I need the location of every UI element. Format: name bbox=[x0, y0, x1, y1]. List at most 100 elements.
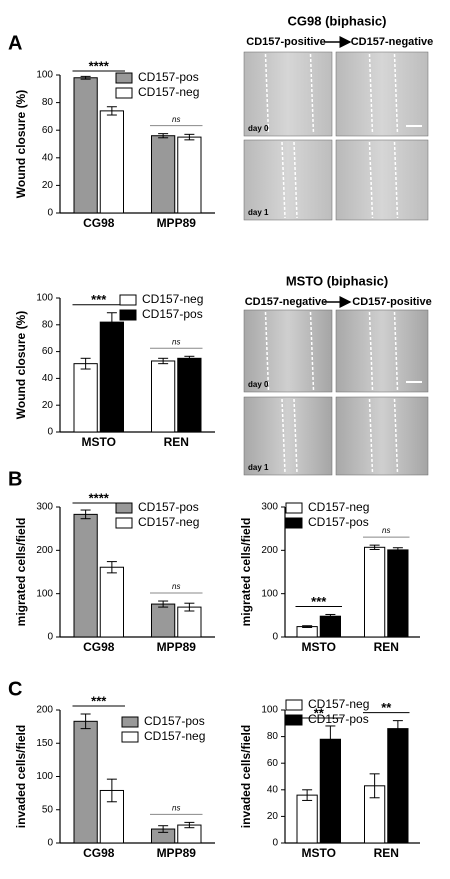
panel-letter: A bbox=[8, 32, 22, 54]
wound-edge bbox=[393, 311, 399, 391]
image-to: CD157-positive bbox=[352, 296, 431, 308]
legend-label: CD157-neg bbox=[308, 500, 369, 514]
legend-label: CD157-pos bbox=[142, 307, 203, 321]
wound-edge bbox=[393, 141, 399, 219]
legend-label: CD157-pos bbox=[308, 712, 369, 726]
y-tick-label: 80 bbox=[42, 97, 54, 108]
y-tick-label: 80 bbox=[42, 319, 54, 330]
image-to: CD157-negative bbox=[351, 36, 434, 48]
panel-letter: C bbox=[8, 678, 22, 700]
wound-edge bbox=[309, 53, 315, 135]
y-axis-label: migrated cells/field bbox=[14, 518, 28, 627]
x-tick-label: MPP89 bbox=[157, 640, 197, 654]
y-tick-label: 20 bbox=[267, 811, 279, 822]
bar bbox=[387, 728, 409, 844]
significance-label: *** bbox=[91, 292, 107, 307]
significance-label: **** bbox=[89, 58, 110, 73]
micrograph bbox=[243, 309, 333, 393]
legend-swatch bbox=[115, 72, 133, 84]
y-axis-label: Wound closure (%) bbox=[14, 311, 28, 419]
y-tick-label: 60 bbox=[42, 125, 54, 136]
y-tick-label: 0 bbox=[47, 208, 53, 219]
legend-label: CD157-pos bbox=[308, 515, 369, 529]
wound-edge bbox=[393, 398, 399, 474]
y-axis-label: migrated cells/field bbox=[239, 518, 253, 627]
y-tick-label: 0 bbox=[272, 632, 278, 643]
image-title: CG98 (biphasic) bbox=[288, 13, 387, 28]
bar bbox=[99, 321, 124, 433]
legend-swatch bbox=[285, 517, 303, 529]
bar bbox=[151, 360, 176, 433]
bar bbox=[177, 606, 202, 638]
micrograph bbox=[335, 396, 429, 476]
y-tick-label: 40 bbox=[267, 784, 279, 795]
legend-swatch bbox=[115, 502, 133, 514]
legend-label: CD157-pos bbox=[138, 500, 199, 514]
y-tick-label: 50 bbox=[42, 804, 54, 815]
x-tick-label: CG98 bbox=[83, 216, 115, 230]
significance-label: **** bbox=[89, 490, 110, 505]
significance-label: *** bbox=[91, 693, 107, 708]
image-title: MSTO (biphasic) bbox=[286, 273, 388, 288]
day-label: day 0 bbox=[248, 380, 269, 389]
x-tick-label: REN bbox=[164, 435, 189, 449]
legend-swatch bbox=[115, 87, 133, 99]
y-tick-label: 0 bbox=[47, 632, 53, 643]
y-tick-label: 0 bbox=[272, 838, 278, 849]
significance-label: ** bbox=[314, 705, 325, 720]
wound-edge bbox=[264, 311, 270, 391]
significance-label: ** bbox=[381, 700, 392, 715]
y-tick-label: 60 bbox=[267, 758, 279, 769]
day-label: day 1 bbox=[248, 463, 269, 472]
y-axis-label: invaded cells/field bbox=[239, 725, 253, 828]
micrograph bbox=[335, 139, 429, 221]
x-tick-label: MPP89 bbox=[157, 216, 197, 230]
x-tick-label: CG98 bbox=[83, 846, 115, 860]
x-tick-label: REN bbox=[374, 846, 399, 860]
day-label: day 0 bbox=[248, 124, 269, 133]
bar bbox=[296, 794, 318, 844]
legend-swatch bbox=[121, 716, 139, 728]
y-axis-label: invaded cells/field bbox=[14, 725, 28, 828]
legend-swatch bbox=[285, 714, 303, 726]
y-tick-label: 100 bbox=[36, 771, 53, 782]
y-tick-label: 200 bbox=[36, 705, 53, 716]
x-tick-label: MSTO bbox=[302, 846, 336, 860]
wound-edge bbox=[368, 141, 374, 219]
bar bbox=[99, 566, 124, 638]
legend-swatch bbox=[115, 517, 133, 529]
significance-label: ns bbox=[172, 582, 180, 591]
bar bbox=[177, 357, 202, 433]
panel-letter: B bbox=[8, 468, 22, 490]
legend-label: CD157-pos bbox=[144, 714, 205, 728]
bar bbox=[73, 363, 98, 433]
significance-label: *** bbox=[311, 594, 327, 609]
x-tick-label: CG98 bbox=[83, 640, 115, 654]
bar bbox=[99, 110, 124, 214]
wound-edge bbox=[368, 311, 374, 391]
legend-label: CD157-neg bbox=[142, 292, 203, 306]
y-axis-label: Wound closure (%) bbox=[14, 90, 28, 198]
wound-edge bbox=[368, 398, 374, 474]
image-from: CD157-positive bbox=[246, 36, 325, 48]
wound-edge bbox=[293, 398, 298, 474]
x-tick-label: MPP89 bbox=[157, 846, 197, 860]
legend-label: CD157-pos bbox=[138, 70, 199, 84]
x-tick-label: MSTO bbox=[82, 435, 116, 449]
x-tick-label: REN bbox=[374, 640, 399, 654]
y-tick-label: 100 bbox=[36, 70, 53, 81]
y-tick-label: 40 bbox=[42, 152, 54, 163]
significance-label: ns bbox=[382, 526, 390, 535]
y-tick-label: 300 bbox=[36, 502, 53, 513]
legend-swatch bbox=[119, 294, 137, 306]
wound-edge bbox=[309, 311, 315, 391]
micrograph bbox=[243, 139, 333, 221]
bar bbox=[296, 626, 318, 638]
significance-label: ns bbox=[172, 803, 180, 812]
y-tick-label: 100 bbox=[36, 588, 53, 599]
bar bbox=[364, 546, 386, 638]
y-tick-label: 150 bbox=[36, 738, 53, 749]
legend-swatch bbox=[119, 309, 137, 321]
